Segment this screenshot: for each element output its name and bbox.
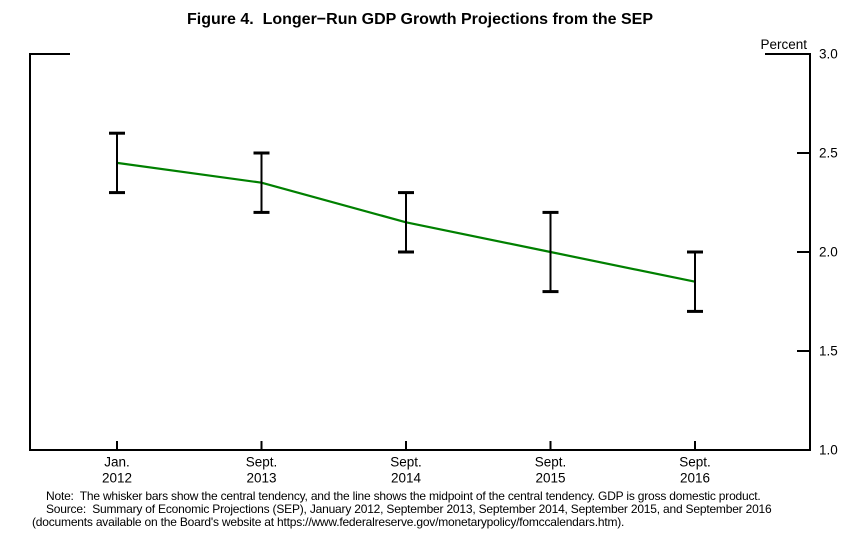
x-axis-tick-label-month: Sept.: [390, 455, 422, 470]
y-axis-unit-label: Percent: [760, 37, 807, 52]
x-axis-tick-label-year: 2012: [102, 471, 132, 486]
x-axis-tick-label-year: 2013: [246, 471, 276, 486]
y-axis-tick-label: 3.0: [819, 47, 838, 62]
x-axis-tick-label-month: Sept.: [535, 455, 567, 470]
note-line-2: Source: Summary of Economic Projections …: [46, 502, 772, 516]
note-line-1: Note: The whisker bars show the central …: [46, 489, 761, 503]
y-axis-tick-label: 2.0: [819, 245, 838, 260]
x-axis-tick-label-year: 2015: [535, 471, 565, 486]
note-line-3: (documents available on the Board's webs…: [32, 515, 625, 529]
x-axis-tick-label-year: 2016: [680, 471, 710, 486]
x-axis-tick-label-month: Sept.: [246, 455, 278, 470]
x-axis-tick-label-year: 2014: [391, 471, 422, 486]
y-axis-tick-label: 2.5: [819, 146, 838, 161]
figure-title: Figure 4. Longer−Run GDP Growth Projecti…: [187, 11, 653, 28]
x-axis-tick-label-month: Jan.: [104, 455, 130, 470]
y-axis-tick-label: 1.5: [819, 344, 838, 359]
plot-frame: [29, 53, 811, 451]
y-axis-tick-label: 1.0: [819, 443, 838, 458]
x-axis-tick-label-month: Sept.: [679, 455, 711, 470]
